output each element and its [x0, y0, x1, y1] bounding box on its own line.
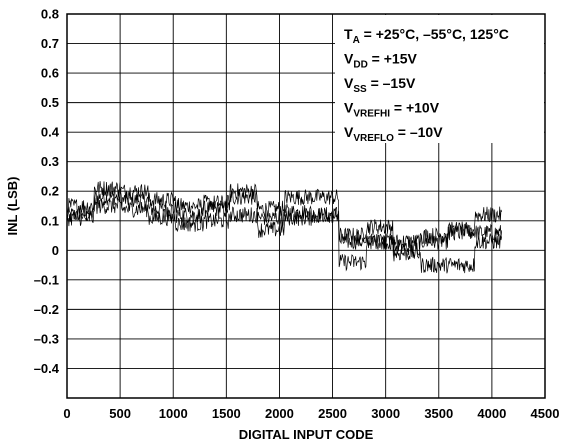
x-axis-title: DIGITAL INPUT CODE: [239, 427, 374, 442]
x-tick-label: 2500: [318, 406, 347, 421]
x-tick-label: 0: [63, 406, 70, 421]
x-tick-label: 4000: [477, 406, 506, 421]
x-tick-label: 1500: [212, 406, 241, 421]
x-tick-label: 2000: [265, 406, 294, 421]
y-tick-label: –0.4: [34, 361, 60, 376]
y-axis-title: INL (LSB): [5, 177, 20, 236]
y-tick-label: 0.2: [41, 184, 59, 199]
x-tick-label: 500: [109, 406, 131, 421]
series-line-2: [67, 181, 502, 255]
series-lines: [67, 181, 502, 273]
y-tick-label: 0.8: [41, 7, 59, 22]
y-tick-label: 0.3: [41, 154, 59, 169]
x-tick-label: 1000: [159, 406, 188, 421]
y-tick-label: 0.1: [41, 213, 59, 228]
y-tick-label: 0.4: [41, 125, 60, 140]
y-tick-label: –0.3: [34, 331, 59, 346]
y-tick-label: –0.2: [34, 302, 59, 317]
x-tick-label: 3500: [424, 406, 453, 421]
x-tick-label: 4500: [531, 406, 560, 421]
y-tick-label: 0.7: [41, 36, 59, 51]
y-tick-label: 0.5: [41, 95, 59, 110]
x-tick-label: 3000: [371, 406, 400, 421]
y-tick-label: 0.6: [41, 66, 59, 81]
y-tick-label: –0.1: [34, 272, 59, 287]
y-tick-label: 0: [52, 243, 59, 258]
